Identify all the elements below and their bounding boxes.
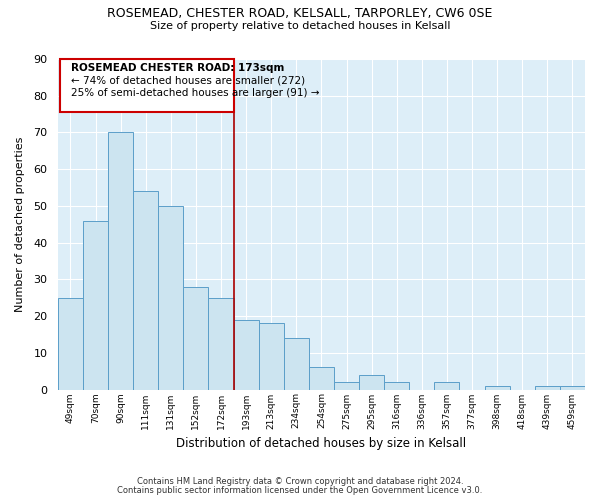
- Text: 25% of semi-detached houses are larger (91) →: 25% of semi-detached houses are larger (…: [71, 88, 319, 99]
- Text: ← 74% of detached houses are smaller (272): ← 74% of detached houses are smaller (27…: [71, 76, 305, 86]
- Text: ROSEMEAD CHESTER ROAD: 173sqm: ROSEMEAD CHESTER ROAD: 173sqm: [71, 64, 284, 74]
- Bar: [259, 324, 284, 390]
- Y-axis label: Number of detached properties: Number of detached properties: [15, 136, 25, 312]
- Bar: [233, 320, 259, 390]
- Text: Contains HM Land Registry data © Crown copyright and database right 2024.: Contains HM Land Registry data © Crown c…: [137, 477, 463, 486]
- Bar: [158, 206, 184, 390]
- Bar: [560, 386, 585, 390]
- Bar: [535, 386, 560, 390]
- X-axis label: Distribution of detached houses by size in Kelsall: Distribution of detached houses by size …: [176, 437, 467, 450]
- Bar: [485, 386, 509, 390]
- Bar: [309, 368, 334, 390]
- Text: ROSEMEAD, CHESTER ROAD, KELSALL, TARPORLEY, CW6 0SE: ROSEMEAD, CHESTER ROAD, KELSALL, TARPORL…: [107, 8, 493, 20]
- Bar: [434, 382, 460, 390]
- Bar: [108, 132, 133, 390]
- Bar: [359, 375, 384, 390]
- Bar: [184, 286, 208, 390]
- Bar: [334, 382, 359, 390]
- Text: Contains public sector information licensed under the Open Government Licence v3: Contains public sector information licen…: [118, 486, 482, 495]
- Bar: [58, 298, 83, 390]
- Bar: [61, 59, 233, 112]
- Bar: [384, 382, 409, 390]
- Bar: [83, 220, 108, 390]
- Bar: [208, 298, 233, 390]
- Bar: [133, 191, 158, 390]
- Text: Size of property relative to detached houses in Kelsall: Size of property relative to detached ho…: [150, 21, 450, 31]
- Bar: [284, 338, 309, 390]
